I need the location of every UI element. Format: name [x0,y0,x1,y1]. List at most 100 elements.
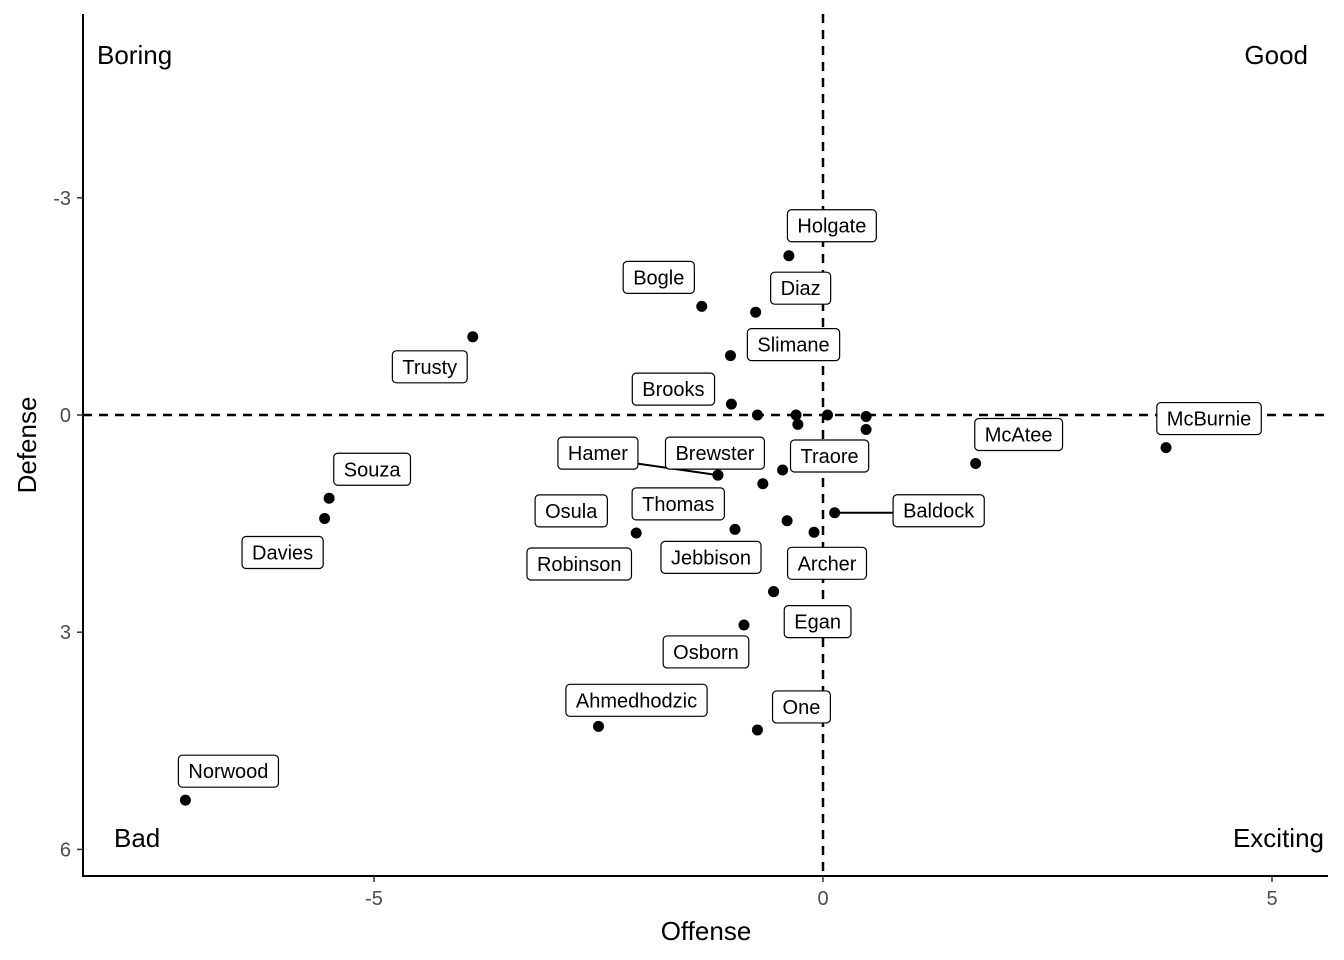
point-label-text: Archer [798,553,857,575]
point-label: Diaz [770,271,832,305]
point-label: Baldock [892,494,985,528]
point-label-box [786,209,877,243]
point-label: Traore [789,439,870,473]
point-label-box [660,540,762,574]
point-label-box [391,350,468,384]
point-label-box [783,605,852,639]
point-label-box [770,271,832,305]
data-points [179,250,1172,806]
point-label-text: Brewster [675,443,754,465]
point-label: McBurnie [1156,401,1262,436]
data-point [467,331,479,343]
point-label-text: Slimane [757,335,829,357]
point-label-text: One [783,697,821,719]
point-label-box [631,372,716,406]
point-label-box [333,452,412,486]
point-label: Robinson [526,547,633,581]
point-label-box [746,328,841,362]
point-label: Archer [786,546,868,580]
point-label-text: Holgate [797,216,866,238]
point-label: Davies [241,535,324,570]
data-point [319,513,331,525]
data-point [725,398,737,410]
y-tick-label: 3 [60,622,71,644]
point-label: Thomas [631,487,725,521]
data-point [790,409,802,421]
data-point [1160,442,1172,454]
data-point [750,306,762,318]
point-label: Slimane [746,328,841,362]
point-label-text: Ahmedhodzic [576,690,697,712]
point-label-text: Diaz [781,278,821,300]
point-label-box [557,436,639,470]
y-tick-label: 0 [60,405,71,427]
axis-ticks: -5 0 5 -3 0 3 6 [53,188,1277,910]
point-label-box [241,535,324,570]
y-axis-title: Defense [12,397,42,494]
point-label-text: Osborn [673,642,739,664]
point-label-text: Thomas [642,494,714,516]
point-label-text: Traore [801,446,859,468]
quadrant-label-good: Good [1244,40,1308,70]
point-label-box [974,417,1064,452]
point-labels: Holgate Bogle Diaz Trusty Slimane Brooks McBur… [177,209,1262,788]
point-label: Trusty [391,350,468,384]
data-point [781,515,793,527]
data-point [970,458,982,470]
point-label: Hamer [557,436,639,470]
point-label-box [565,683,708,717]
y-tick-label: -3 [53,188,71,210]
data-point [179,794,191,806]
data-point [792,418,804,430]
point-label-text: Egan [794,612,841,634]
point-label-box [664,436,765,470]
point-label-text: McAtee [985,425,1053,447]
point-label: Osula [534,494,608,528]
point-label-box [789,439,870,473]
point-label: Brooks [631,372,716,406]
point-label: Jebbison [660,540,762,574]
quadrant-label-exciting: Exciting [1233,823,1324,853]
data-point [593,720,604,732]
point-label-box [622,260,695,294]
point-label: Norwood [177,754,280,788]
point-label-box [771,690,831,724]
point-label-text: McBurnie [1167,409,1251,431]
point-label-text: Osula [545,501,598,523]
point-label-box [177,754,280,788]
point-label-box [786,546,868,580]
point-label-box [631,487,725,521]
data-point [783,250,795,262]
data-point [768,586,780,598]
point-label: One [771,690,831,724]
x-axis-title: Offense [661,916,752,946]
data-point [751,409,763,421]
point-label: McAtee [974,417,1064,452]
point-label-text: Jebbison [671,547,751,569]
data-point [757,478,769,490]
point-label: Ahmedhodzic [565,683,708,717]
data-point [860,423,872,435]
point-label: Egan [783,605,852,639]
point-label: Bogle [622,260,695,294]
data-point [860,410,872,422]
data-point [696,300,708,312]
point-label-text: Norwood [188,761,268,783]
data-point [630,527,642,539]
point-label: Souza [333,452,412,486]
point-label-text: Hamer [568,443,628,465]
point-label-box [1156,401,1262,436]
axes [82,14,1328,877]
quadrant-label-boring: Boring [97,40,172,70]
y-tick-label: 6 [60,839,71,861]
point-label-text: Baldock [903,501,975,523]
point-label-text: Davies [252,543,313,565]
x-tick-label: 5 [1266,888,1277,910]
data-point [729,523,741,535]
point-label: Brewster [664,436,765,470]
point-label-text: Robinson [537,554,622,576]
point-label: Osborn [662,635,750,669]
point-label: Holgate [786,209,877,243]
x-tick-label: -5 [365,888,383,910]
